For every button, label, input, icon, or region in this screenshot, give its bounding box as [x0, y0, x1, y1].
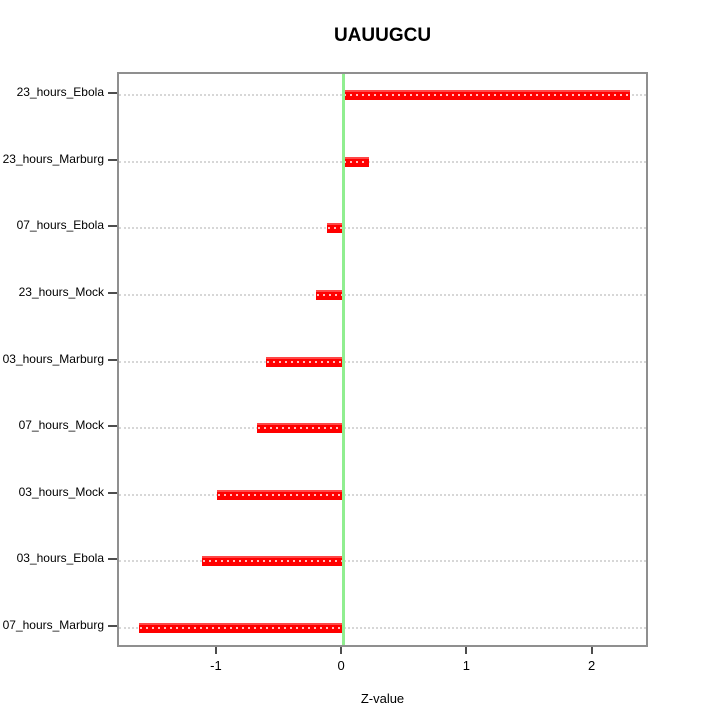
- grid-line: [119, 493, 646, 496]
- y-axis-tick: [108, 92, 117, 95]
- x-axis-title: Z-value: [360, 691, 405, 706]
- bar-23_hours_Ebola: [343, 90, 630, 101]
- x-axis-tick-label: -1: [210, 658, 222, 673]
- grid-line: [119, 626, 646, 629]
- y-axis-label-23_hours_Mock: 23_hours_Mock: [18, 284, 104, 299]
- grid-line: [119, 427, 646, 430]
- y-axis-label-23_hours_Ebola: 23_hours_Ebola: [16, 85, 104, 100]
- grid-line: [119, 227, 646, 230]
- bar-03_hours_Mock: [216, 489, 344, 500]
- bar-23_hours_Mock: [315, 289, 344, 300]
- bar-07_hours_Marburg: [139, 622, 344, 633]
- plot-area: [117, 72, 648, 647]
- y-axis-tick: [108, 225, 117, 228]
- grid-line: [119, 360, 646, 363]
- y-axis-label-23_hours_Marburg: 23_hours_Marburg: [2, 151, 104, 166]
- x-axis-tick-label: 2: [588, 658, 596, 673]
- zero-reference-line: [341, 74, 345, 645]
- y-axis-tick: [108, 425, 117, 428]
- x-axis-tick-label: 1: [462, 658, 471, 673]
- bar-03_hours_Ebola: [201, 556, 344, 567]
- x-axis-tick: [340, 647, 343, 654]
- bar-07_hours_Ebola: [326, 223, 344, 234]
- y-axis-label-03_hours_Mock: 03_hours_Mock: [18, 484, 104, 499]
- y-axis-tick: [108, 558, 117, 561]
- y-axis-tick: [108, 624, 117, 627]
- y-axis-tick: [108, 291, 117, 294]
- y-axis-tick: [108, 358, 117, 361]
- y-axis-tick: [108, 158, 117, 161]
- bar-dotted-texture: [217, 493, 343, 496]
- y-axis-tick: [108, 491, 117, 494]
- x-axis-tick-label: 0: [337, 658, 345, 673]
- y-axis-label-03_hours_Ebola: 03_hours_Ebola: [16, 551, 104, 566]
- bar-dotted-texture: [202, 560, 343, 563]
- chart-title: UAUUGCU: [333, 25, 432, 46]
- bar-dotted-texture: [327, 227, 343, 230]
- bar-23_hours_Marburg: [343, 156, 370, 167]
- x-axis-tick: [214, 647, 217, 654]
- bar-07_hours_Mock: [256, 423, 344, 434]
- bar-dotted-texture: [266, 360, 343, 363]
- bar-dotted-texture: [316, 293, 343, 296]
- grid-line: [119, 293, 646, 296]
- y-axis-label-07_hours_Marburg: 07_hours_Marburg: [2, 617, 104, 632]
- y-axis-label-07_hours_Mock: 07_hours_Mock: [18, 418, 104, 433]
- bar-dotted-texture: [140, 626, 343, 629]
- grid-line: [119, 160, 646, 163]
- bar-dotted-texture: [344, 94, 629, 97]
- x-axis-tick: [465, 647, 468, 654]
- y-axis-label-03_hours_Marburg: 03_hours_Marburg: [2, 351, 104, 366]
- bar-dotted-texture: [344, 160, 369, 163]
- bar-03_hours_Marburg: [265, 356, 344, 367]
- x-axis-tick: [590, 647, 593, 654]
- bar-dotted-texture: [257, 427, 343, 430]
- grid-line: [119, 560, 646, 563]
- y-axis-label-07_hours_Ebola: 07_hours_Ebola: [16, 218, 104, 233]
